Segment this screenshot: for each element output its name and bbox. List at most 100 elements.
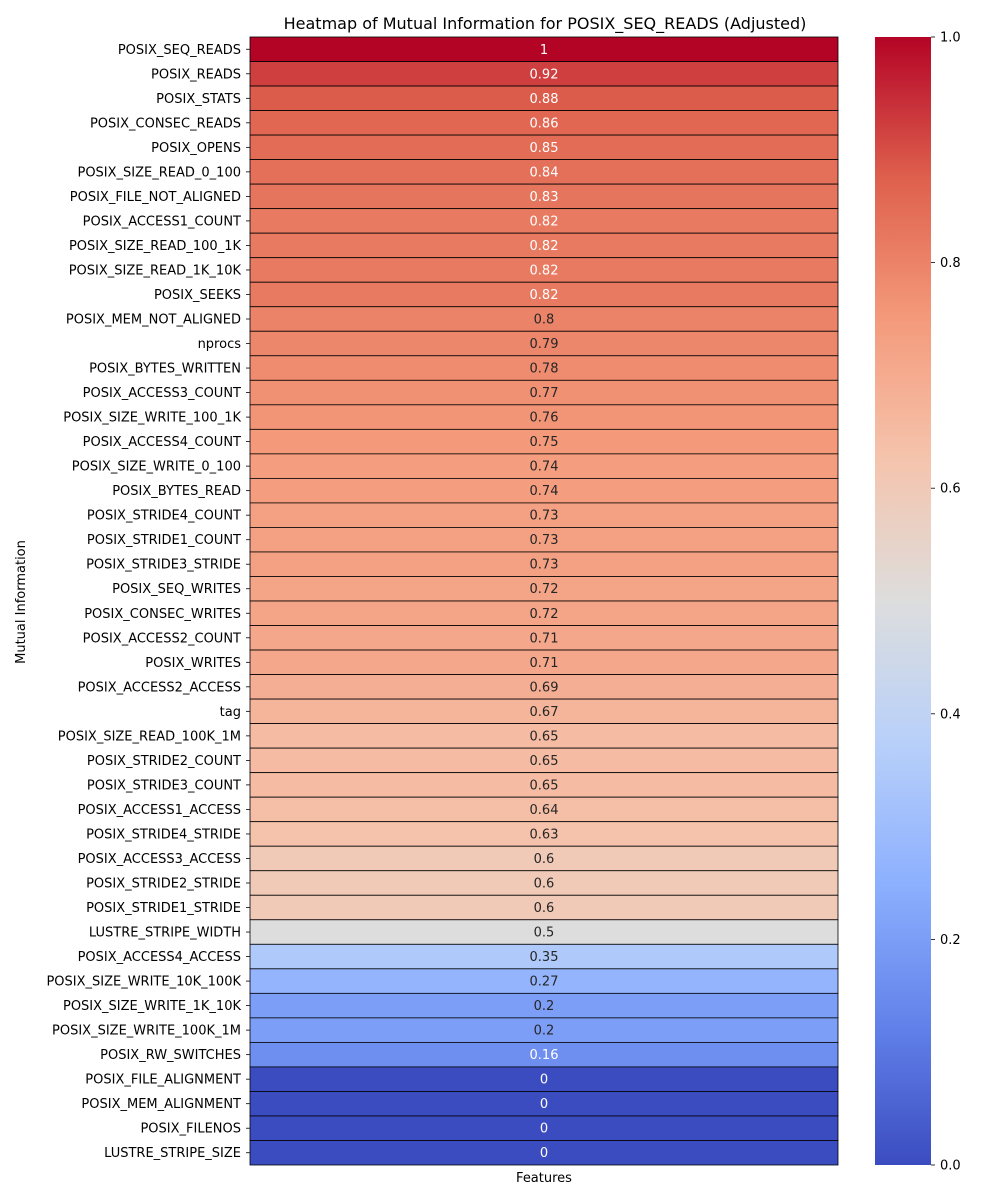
heatmap-cell xyxy=(249,477,839,504)
row-label: POSIX_STRIDE4_STRIDE xyxy=(86,827,241,842)
row-label: POSIX_STRIDE2_COUNT xyxy=(87,754,241,769)
heatmap-cell xyxy=(249,723,839,749)
row-label: POSIX_SIZE_WRITE_100K_1M xyxy=(52,1024,241,1039)
cell-value-label: 0.75 xyxy=(530,435,559,450)
x-axis-label: Features xyxy=(516,1171,572,1186)
row-label: POSIX_SIZE_READ_0_100 xyxy=(77,165,241,180)
row-label: POSIX_FILENOS xyxy=(140,1122,241,1137)
cell-value-label: 0.82 xyxy=(530,288,559,303)
heatmap-cell xyxy=(249,281,839,308)
colorbar-tick-label: 0.2 xyxy=(940,933,961,948)
row-label: POSIX_ACCESS4_COUNT xyxy=(83,435,241,450)
heatmap-cell xyxy=(249,772,839,798)
row-label: POSIX_ACCESS1_COUNT xyxy=(83,214,241,229)
cell-value-label: 0.73 xyxy=(530,509,559,524)
heatmap-cell xyxy=(249,502,839,528)
row-label: POSIX_ACCESS1_ACCESS xyxy=(78,803,241,818)
heatmap-cell xyxy=(249,1041,839,1068)
heatmap-cell xyxy=(249,1115,839,1141)
cell-value-label: 0.79 xyxy=(530,337,559,352)
cell-value-label: 0.85 xyxy=(530,141,559,156)
cell-value-label: 0.6 xyxy=(534,852,555,867)
row-label: POSIX_ACCESS2_COUNT xyxy=(83,631,241,646)
heatmap-cell xyxy=(249,355,839,381)
cell-value-label: 0.86 xyxy=(530,116,559,131)
cell-value-label: 0.69 xyxy=(530,680,559,695)
cell-value-label: 0.82 xyxy=(530,214,559,229)
cell-value-label: 0.2 xyxy=(534,1024,555,1039)
cell-value-label: 0.71 xyxy=(530,631,559,646)
colorbar: 0.0 0.2 0.4 0.6 0.8 1.0 xyxy=(875,31,961,1174)
cell-value-label: 0.77 xyxy=(530,386,559,401)
cell-value-label: 0.64 xyxy=(530,803,559,818)
cell-value-label: 0.82 xyxy=(530,263,559,278)
cell-value-label: 0 xyxy=(540,1146,548,1161)
heatmap-cell xyxy=(249,747,839,774)
row-label: POSIX_SIZE_READ_1K_10K xyxy=(69,263,242,278)
heatmap-cell xyxy=(249,576,839,602)
heatmap-cell xyxy=(249,306,839,332)
row-label: POSIX_SEQ_WRITES xyxy=(112,582,241,597)
cell-value-label: 0.74 xyxy=(530,460,559,475)
cell-value-label: 1 xyxy=(540,43,548,58)
heatmap-cell xyxy=(249,698,839,725)
heatmap-cell xyxy=(249,894,839,921)
cell-value-label: 0.65 xyxy=(530,778,559,793)
cell-value-label: 0.88 xyxy=(530,92,559,107)
heatmap-cell xyxy=(249,968,839,994)
cell-value-label: 0.83 xyxy=(530,190,559,205)
row-label: POSIX_SIZE_WRITE_100_1K xyxy=(63,411,241,426)
row-label: POSIX_ACCESS4_ACCESS xyxy=(78,950,241,965)
cell-value-label: 0.8 xyxy=(534,313,555,328)
chart-title: Heatmap of Mutual Information for POSIX_… xyxy=(284,14,807,34)
cell-value-label: 0 xyxy=(540,1097,548,1112)
cell-value-label: 0.72 xyxy=(530,607,559,622)
row-label: POSIX_STRIDE2_STRIDE xyxy=(86,877,241,892)
colorbar-tick-label: 0.4 xyxy=(940,707,961,722)
heatmap-cell xyxy=(249,674,839,700)
heatmap-cell xyxy=(249,110,839,136)
row-label: POSIX_MEM_NOT_ALIGNED xyxy=(66,313,241,328)
cell-value-label: 0.76 xyxy=(530,411,559,426)
row-label: LUSTRE_STRIPE_SIZE xyxy=(104,1146,241,1161)
heatmap-cells: 1 0.92 0.88 0.86 0.85 0.84 0.83 0.82 0.82 0.82 0.8… xyxy=(249,36,839,1166)
cell-value-label: 0.5 xyxy=(534,926,555,941)
row-label: POSIX_STRIDE1_COUNT xyxy=(87,533,241,548)
row-label: POSIX_BYTES_WRITTEN xyxy=(89,362,241,377)
cell-value-label: 0.67 xyxy=(530,705,559,720)
cell-value-label: 0.92 xyxy=(530,67,559,82)
cell-value-label: 0.63 xyxy=(530,827,559,842)
cell-value-label: 0.35 xyxy=(530,950,559,965)
heatmap-cell xyxy=(249,551,839,577)
cell-value-label: 0.6 xyxy=(534,901,555,916)
row-label: POSIX_SIZE_WRITE_10K_100K xyxy=(46,975,241,990)
heatmap-cell xyxy=(249,649,839,675)
cell-value-label: 0.2 xyxy=(534,999,555,1014)
cell-value-label: 0.72 xyxy=(530,582,559,597)
row-label: POSIX_STRIDE1_STRIDE xyxy=(86,901,241,916)
row-label: POSIX_ACCESS3_ACCESS xyxy=(78,852,241,867)
cell-value-label: 0.71 xyxy=(530,656,559,671)
colorbar-tick-label: 0.0 xyxy=(940,1159,961,1174)
row-label: POSIX_OPENS xyxy=(151,141,241,156)
row-label: nprocs xyxy=(198,337,242,352)
row-label: tag xyxy=(220,705,241,720)
heatmap-cell xyxy=(249,527,839,553)
row-label: POSIX_SIZE_WRITE_0_100 xyxy=(72,460,241,475)
heatmap-cell xyxy=(249,625,839,651)
row-label: POSIX_SEQ_READS xyxy=(118,43,241,58)
heatmap-cell xyxy=(249,1140,839,1166)
heatmap-cell xyxy=(249,257,839,283)
row-label: POSIX_STRIDE3_STRIDE xyxy=(86,558,241,573)
y-axis-label: Mutual Information xyxy=(14,540,29,664)
row-label: POSIX_SIZE_READ_100K_1M xyxy=(58,729,241,744)
colorbar-gradient xyxy=(875,37,931,1165)
cell-value-label: 0 xyxy=(540,1073,548,1088)
cell-value-label: 0.74 xyxy=(530,484,559,499)
row-label: POSIX_ACCESS3_COUNT xyxy=(83,386,241,401)
heatmap-cell xyxy=(249,1066,839,1092)
heatmap-cell xyxy=(249,992,839,1019)
row-label: POSIX_CONSEC_WRITES xyxy=(84,607,241,622)
heatmap-cell xyxy=(249,919,839,945)
